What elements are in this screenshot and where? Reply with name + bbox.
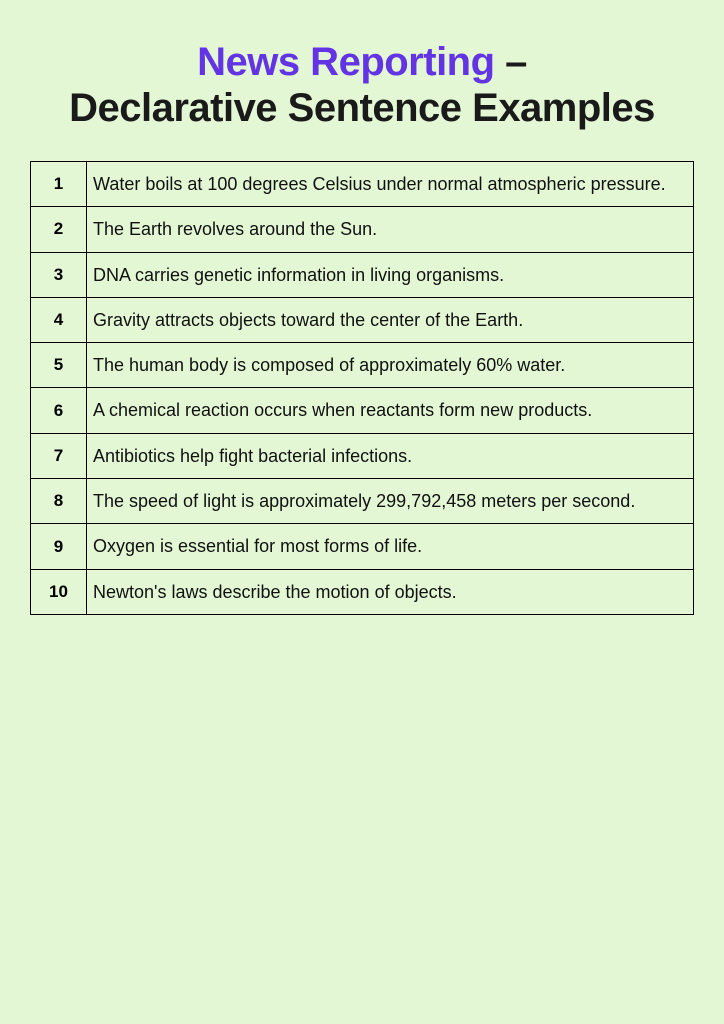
table-row: 5 The human body is composed of approxim… — [31, 343, 694, 388]
table-row: 1 Water boils at 100 degrees Celsius und… — [31, 162, 694, 207]
row-text: Oxygen is essential for most forms of li… — [87, 524, 694, 569]
row-text: The speed of light is approximately 299,… — [87, 479, 694, 524]
row-number: 9 — [31, 524, 87, 569]
title-block: News Reporting – Declarative Sentence Ex… — [30, 40, 694, 131]
title-dash: – — [495, 40, 527, 84]
title-highlight: News Reporting — [197, 40, 494, 84]
row-number: 8 — [31, 479, 87, 524]
row-number: 1 — [31, 162, 87, 207]
row-text: The human body is composed of approximat… — [87, 343, 694, 388]
row-text: Gravity attracts objects toward the cent… — [87, 297, 694, 342]
row-text: DNA carries genetic information in livin… — [87, 252, 694, 297]
row-number: 2 — [31, 207, 87, 252]
table-row: 8 The speed of light is approximately 29… — [31, 479, 694, 524]
title-subtitle: Declarative Sentence Examples — [30, 85, 694, 131]
row-number: 6 — [31, 388, 87, 433]
row-number: 5 — [31, 343, 87, 388]
table-row: 2 The Earth revolves around the Sun. — [31, 207, 694, 252]
row-number: 4 — [31, 297, 87, 342]
title-line-1: News Reporting – — [30, 40, 694, 85]
row-number: 7 — [31, 433, 87, 478]
table-row: 7 Antibiotics help fight bacterial infec… — [31, 433, 694, 478]
row-number: 3 — [31, 252, 87, 297]
row-text: Newton's laws describe the motion of obj… — [87, 569, 694, 614]
row-text: Water boils at 100 degrees Celsius under… — [87, 162, 694, 207]
table-row: 6 A chemical reaction occurs when reacta… — [31, 388, 694, 433]
row-text: A chemical reaction occurs when reactant… — [87, 388, 694, 433]
table-row: 4 Gravity attracts objects toward the ce… — [31, 297, 694, 342]
row-text: The Earth revolves around the Sun. — [87, 207, 694, 252]
table-row: 3 DNA carries genetic information in liv… — [31, 252, 694, 297]
sentence-table: 1 Water boils at 100 degrees Celsius und… — [30, 161, 694, 615]
row-text: Antibiotics help fight bacterial infecti… — [87, 433, 694, 478]
table-row: 10 Newton's laws describe the motion of … — [31, 569, 694, 614]
table-row: 9 Oxygen is essential for most forms of … — [31, 524, 694, 569]
row-number: 10 — [31, 569, 87, 614]
